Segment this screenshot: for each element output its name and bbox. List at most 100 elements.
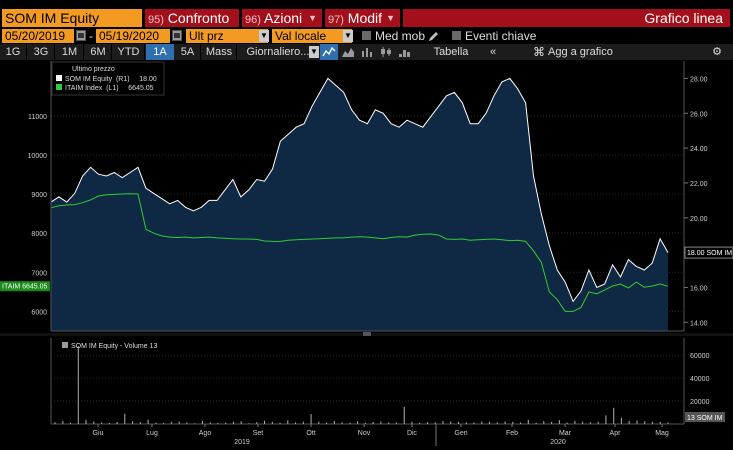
range-bar: 1G 3G 1M 6M YTD 1A 5A Mass Giornaliero..…	[0, 44, 733, 60]
right-axis-tick-label: 20.00	[690, 216, 708, 223]
x-axis-tick-label: Mar	[559, 430, 572, 437]
index-series-line	[50, 193, 669, 312]
right-axis-tick-label: 16.00	[690, 285, 708, 292]
currency-select[interactable]: Val locale	[272, 29, 352, 43]
chart-legend: Ultimo prezzo SOM IM Equity (R1) 18.00 I…	[51, 61, 165, 96]
settings-gear-icon[interactable]: ⚙	[712, 46, 722, 58]
pencil-icon[interactable]	[428, 31, 439, 42]
chevron-down-icon: ▼	[308, 13, 317, 23]
key-events-label: Eventi chiave	[465, 29, 537, 43]
range-ytd-button[interactable]: YTD	[113, 44, 145, 60]
right-axis-tick-label: 26.00	[690, 111, 708, 118]
left-axis-ticks: 6000 7000 8000 9000 10000 11000	[28, 114, 48, 317]
last-index-label: ITAIM 6645.05	[0, 281, 50, 292]
x-axis-tick-label: Feb	[506, 430, 518, 437]
end-date-field[interactable]: 05/19/2020	[96, 29, 170, 43]
right-axis-tick-label: 28.00	[690, 76, 708, 83]
x-axis-tick-label: Ott	[306, 430, 315, 437]
range-max-button[interactable]: Mass	[202, 44, 237, 60]
range-5y-button[interactable]: 5A	[175, 44, 201, 60]
add-to-chart-button[interactable]: Agg a grafico	[548, 46, 613, 58]
volume-axis-ticks: 20000 40000 60000	[690, 353, 710, 406]
resize-handle-icon[interactable]	[363, 332, 371, 336]
collapse-icon[interactable]: «	[489, 46, 497, 58]
range-1d-button[interactable]: 1G	[0, 44, 27, 60]
edit-menu-button[interactable]: 97) Modif ▼	[325, 9, 400, 27]
date-range-dash: -	[89, 29, 93, 43]
legend-index-entry: ITAIM Index (L1) 6645.05	[65, 85, 154, 92]
security-input[interactable]: SOM IM Equity	[2, 9, 142, 27]
edit-menu-number: 97)	[328, 14, 344, 26]
x-axis-tick-label: Giu	[93, 430, 104, 437]
chevron-down-icon: ▼	[386, 13, 395, 23]
bar-chart-icon[interactable]	[358, 44, 376, 60]
x-axis: Giu Lug Ago Set Ott Nov Dic Gen Feb Mar Apr Mag 2019…	[93, 424, 669, 446]
chevron-down-icon[interactable]: ▼	[259, 30, 269, 42]
moving-avg-label: Med mob	[375, 29, 426, 43]
moving-avg-checkbox[interactable]	[362, 31, 371, 40]
chart-type-button[interactable]: Grafico linea	[403, 9, 730, 27]
x-axis-tick-label: Dic	[407, 430, 418, 437]
left-axis-tick-label: 9000	[31, 192, 47, 199]
actions-menu-number: 96)	[245, 14, 261, 26]
right-axis-tick-label: 14.00	[690, 320, 708, 327]
legend-price-entry: SOM IM Equity (R1) 18.00	[65, 76, 157, 83]
volume-axis-tick-label: 60000	[690, 353, 710, 360]
last-volume-label: 13 SOM IM	[685, 412, 725, 422]
x-axis-tick-label: Set	[253, 430, 264, 437]
candlestick-chart-icon[interactable]	[377, 44, 395, 60]
right-axis-tick-label: 22.00	[690, 181, 708, 188]
x-axis-tick-label: Apr	[610, 430, 622, 437]
start-date-field[interactable]: 05/20/2019	[2, 29, 74, 43]
last-price-label: 18.00 SOM IM	[684, 246, 733, 259]
left-axis-tick-label: 8000	[31, 231, 47, 238]
options-bar: 05/20/2019 - 05/19/2020 Ult prz ▼ Val lo…	[0, 28, 733, 44]
last-price-text: 18.00 SOM IM	[687, 250, 732, 257]
volume-axis-tick-label: 40000	[690, 376, 710, 383]
price-series-line	[50, 77, 669, 303]
mountain-chart-icon[interactable]	[339, 44, 357, 60]
compare-menu-button[interactable]: 95) Confronto	[145, 9, 239, 27]
actions-menu-label: Azioni	[264, 10, 303, 26]
range-3d-button[interactable]: 3G	[28, 44, 55, 60]
volume-legend: SOM IM Equity - Volume 13	[62, 342, 157, 350]
last-index-text: ITAIM 6645.05	[2, 284, 48, 291]
x-axis-year-label: 2019	[234, 439, 250, 446]
chevron-down-icon[interactable]: ▼	[343, 30, 353, 42]
frequency-select[interactable]: Giornaliero...	[246, 46, 310, 58]
actions-menu-button[interactable]: 96) Azioni ▼	[242, 9, 322, 27]
volume-grid-lines	[51, 354, 684, 402]
left-axis-tick-label: 7000	[31, 270, 47, 277]
last-volume-text: 13 SOM IM	[687, 415, 723, 422]
x-axis-tick-label: Gen	[454, 430, 467, 437]
top-toolbar: SOM IM Equity 95) Confronto 96) Azioni ▼…	[0, 0, 733, 28]
line-chart-icon[interactable]	[320, 44, 338, 60]
price-field-select[interactable]: Ult prz	[186, 29, 268, 43]
edit-menu-label: Modif	[347, 10, 383, 26]
x-axis-tick-label: Mag	[655, 430, 669, 437]
price-chart: 6000 7000 8000 9000 10000 11000 14.00 16.00 18.…	[0, 60, 733, 450]
add-chart-icon[interactable]: ⌘	[533, 45, 545, 59]
calendar-icon[interactable]	[172, 30, 182, 41]
range-1m-button[interactable]: 1M	[56, 44, 84, 60]
price-area-fill	[51, 78, 668, 332]
range-6m-button[interactable]: 6M	[85, 44, 112, 60]
volume-axis-tick-label: 20000	[690, 399, 710, 406]
x-axis-tick-label: Nov	[358, 430, 371, 437]
x-axis-tick-label: Lug	[146, 430, 158, 437]
left-axis-tick-label: 10000	[28, 153, 48, 160]
left-axis-tick-label: 11000	[28, 114, 47, 121]
legend-swatch-price	[56, 75, 62, 81]
range-1y-button[interactable]: 1A	[146, 44, 174, 60]
chevron-down-icon[interactable]: ▼	[309, 46, 319, 58]
volume-legend-text: SOM IM Equity - Volume 13	[71, 343, 157, 350]
key-events-checkbox[interactable]	[452, 31, 461, 40]
volume-legend-swatch	[62, 342, 68, 348]
volume-plot-area[interactable]	[51, 338, 684, 424]
right-axis-tick-label: 24.00	[690, 146, 708, 153]
histogram-chart-icon[interactable]	[396, 44, 414, 60]
calendar-icon[interactable]	[76, 30, 86, 41]
legend-swatch-index	[56, 84, 62, 90]
table-button[interactable]: Tabella	[433, 46, 469, 58]
